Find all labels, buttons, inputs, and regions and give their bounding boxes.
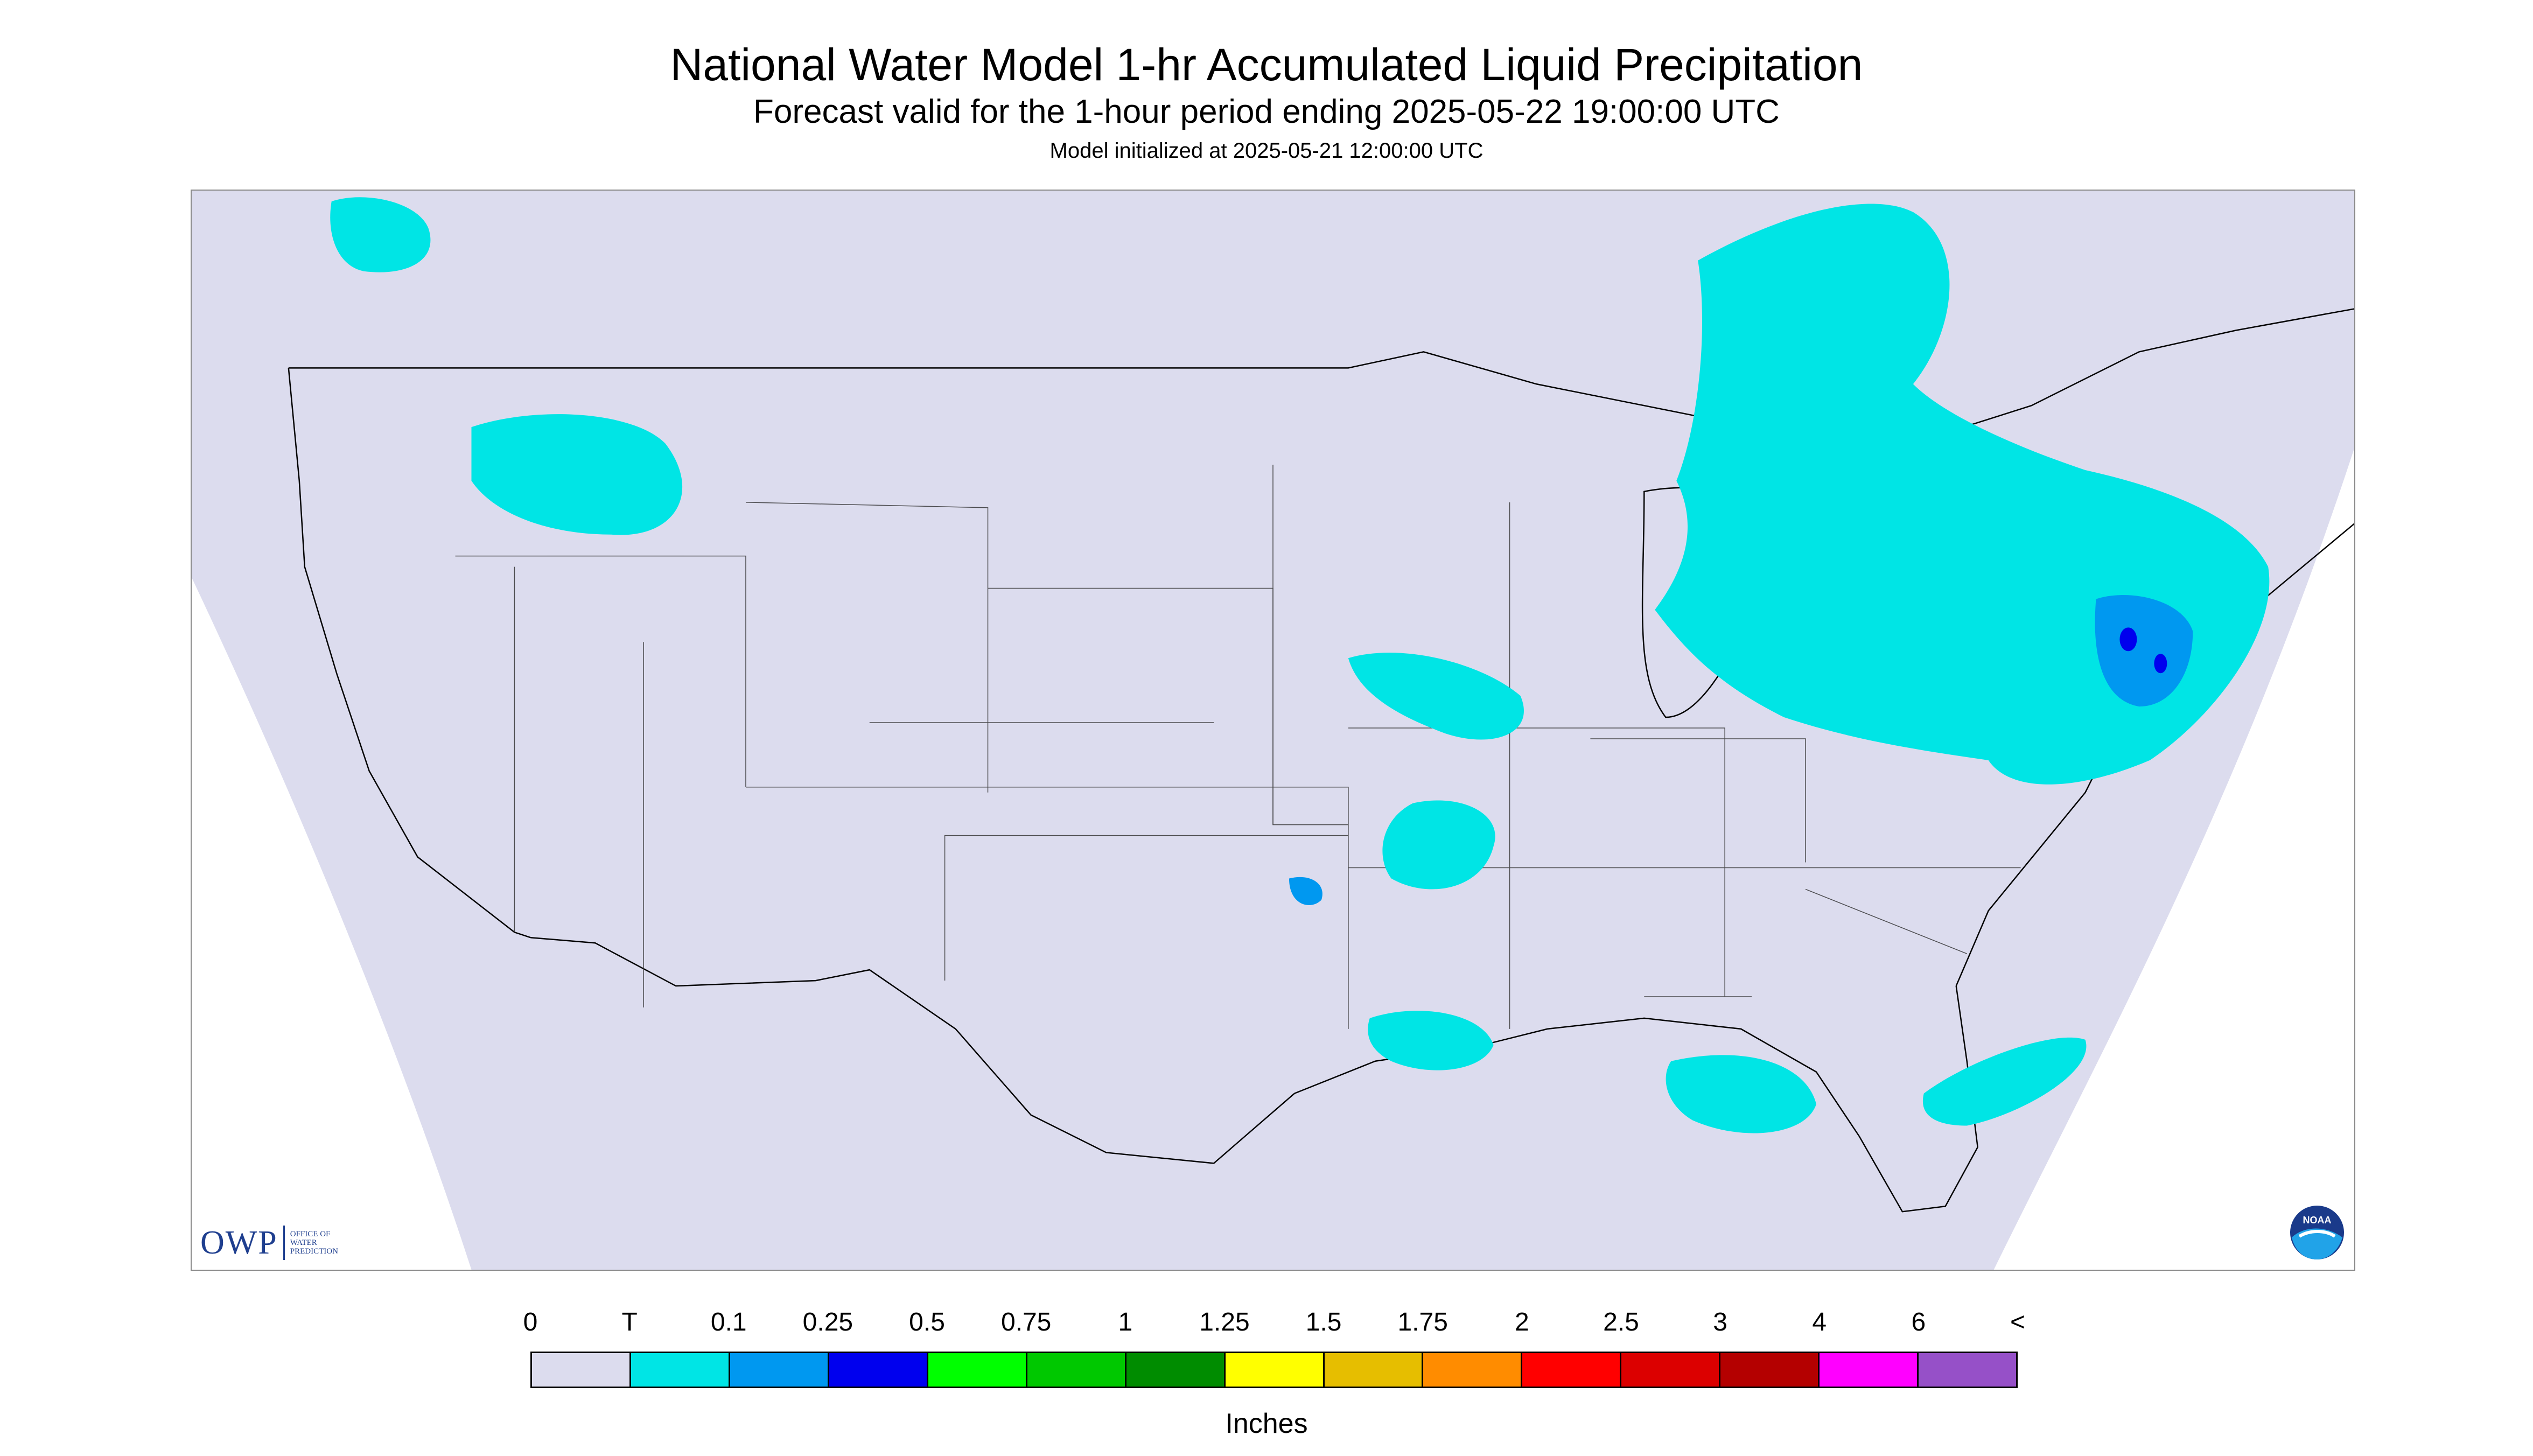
legend-tick-label: 3 [1713, 1308, 1727, 1336]
legend-units-label: Inches [1225, 1408, 1308, 1439]
legend-tick-label: 0 [523, 1308, 538, 1336]
us-mexico-border [530, 936, 1214, 1164]
legend-tick-label: 0.75 [1000, 1308, 1052, 1336]
legend-tick-label: 0.25 [802, 1308, 853, 1336]
owp-logo-text: OWP [200, 1224, 278, 1261]
legend-swatch [532, 1353, 631, 1387]
legend-tick-label: T [621, 1308, 638, 1336]
legend-tick-label: 1.75 [1397, 1308, 1448, 1336]
noaa-icon: NOAA [2290, 1206, 2344, 1259]
owp-logo: OWP OFFICE OF WATER PREDICTION [200, 1221, 338, 1264]
legend-tick-label: < [2010, 1308, 2026, 1336]
map-panel [191, 190, 2355, 1271]
light-precip-cores [1289, 595, 2193, 906]
legend-tick-label: 1.25 [1199, 1308, 1250, 1336]
legend-swatch [1027, 1353, 1126, 1387]
legend-swatch [631, 1353, 730, 1387]
color-legend [530, 1352, 2018, 1388]
map-title: National Water Model 1-hr Accumulated Li… [670, 39, 1863, 90]
legend-swatch [730, 1353, 829, 1387]
state-lines [455, 464, 2075, 1029]
owp-logo-subtext: OFFICE OF WATER PREDICTION [290, 1230, 338, 1256]
legend-swatch [1324, 1353, 1424, 1387]
precipitation-map [192, 191, 2354, 1270]
legend-swatch [1423, 1353, 1523, 1387]
noaa-logo-text: NOAA [2303, 1215, 2332, 1226]
legend-swatch [829, 1353, 928, 1387]
legend-tick-label: 2.5 [1603, 1308, 1639, 1336]
legend-swatch [1621, 1353, 1721, 1387]
legend-swatch [1225, 1353, 1325, 1387]
legend-swatch [1126, 1353, 1226, 1387]
legend-tick-label: 2 [1514, 1308, 1529, 1336]
pacific-coast [288, 368, 531, 939]
legend-swatch [1720, 1353, 1820, 1387]
legend-tick-label: 1.5 [1305, 1308, 1342, 1336]
legend-tick-label: 0.1 [710, 1308, 747, 1336]
legend-swatch [1820, 1353, 1919, 1387]
owp-logo-divider [283, 1226, 285, 1260]
legend-tick-label: 4 [1812, 1308, 1827, 1336]
model-init-line: Model initialized at 2025-05-21 12:00:00… [1049, 139, 1484, 163]
legend-swatch [928, 1353, 1027, 1387]
moderate-precip-cores [2119, 627, 2167, 674]
legend-tick-label: 1 [1118, 1308, 1133, 1336]
legend-swatch [1522, 1353, 1622, 1387]
legend-tick-label: 0.5 [909, 1308, 945, 1336]
legend-tick-label: 6 [1911, 1308, 1926, 1336]
map-subtitle: Forecast valid for the 1-hour period end… [753, 93, 1780, 130]
legend-swatch [1919, 1353, 2017, 1387]
